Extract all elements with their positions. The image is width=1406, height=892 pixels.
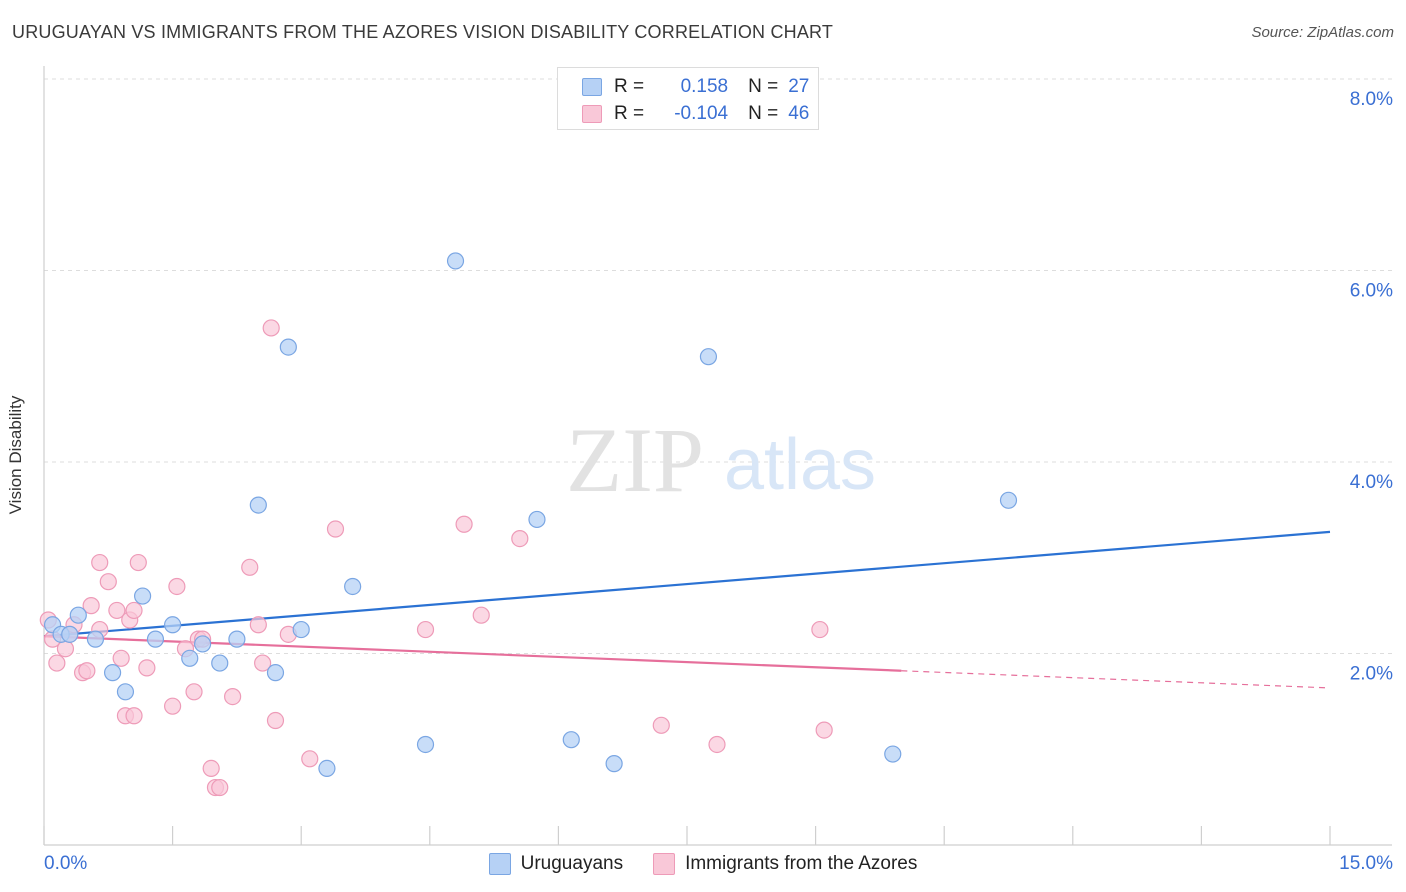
stats-row-azores: R = -0.104 N = 46 (582, 101, 809, 127)
point-azores (108, 601, 126, 620)
point-azores (129, 553, 147, 572)
stats-row-uruguayans: R = 0.158 N = 27 (582, 74, 809, 100)
point-azores (99, 573, 117, 591)
r-value: -0.104 (674, 103, 729, 124)
point-azores (48, 654, 66, 672)
r-label: R = (614, 103, 645, 124)
source-label: Source: ZipAtlas.com (1251, 24, 1394, 41)
point-uruguayans (605, 755, 623, 773)
n-label: N = (748, 76, 779, 97)
point-uruguayans (164, 616, 182, 634)
point-azores (224, 687, 242, 706)
point-azores (125, 601, 143, 620)
point-azores (262, 319, 280, 337)
chart-title: URUGUAYAN VS IMMIGRANTS FROM THE AZORES … (12, 22, 834, 42)
y-tick-label: 8.0% (1350, 89, 1393, 110)
point-uruguayans (446, 252, 465, 270)
point-azores (254, 654, 272, 672)
trend-lines (43, 530, 1331, 689)
point-azores (416, 620, 435, 639)
point-uruguayans (999, 491, 1018, 509)
point-uruguayans (61, 625, 79, 643)
x-tick-label: 0.0% (44, 853, 87, 874)
point-azores (455, 515, 473, 533)
point-azores (164, 697, 182, 715)
point-uruguayans (292, 620, 310, 639)
point-uruguayans (86, 630, 105, 648)
n-label: N = (748, 103, 779, 124)
point-uruguayans (146, 630, 165, 648)
point-azores (811, 620, 829, 639)
correlation-stats-box: R = 0.158 N = 27 R = -0.104 N = 46 (557, 67, 819, 130)
point-azores (249, 616, 267, 634)
legend-item-uruguayans[interactable]: Uruguayans (488, 853, 624, 875)
point-azores (708, 735, 726, 754)
point-uruguayans (318, 759, 336, 778)
point-azores (78, 662, 96, 680)
point-uruguayans (266, 664, 285, 682)
x-tick-label: 15.0% (1339, 853, 1393, 874)
y-tick-label: 4.0% (1350, 472, 1393, 493)
point-uruguayans (211, 654, 229, 672)
point-uruguayans (528, 510, 546, 529)
point-azores (56, 640, 75, 658)
watermark-atlas: atlas (724, 425, 876, 505)
point-azores (125, 707, 143, 725)
point-uruguayans (69, 606, 87, 624)
point-azores (168, 577, 186, 596)
point-azores (91, 553, 109, 572)
point-uruguayans (562, 731, 580, 749)
point-azores (301, 750, 319, 768)
point-azores (266, 711, 285, 730)
gridlines (44, 78, 1392, 654)
n-value: 27 (788, 76, 810, 97)
trend-line-azores-extension (901, 670, 1331, 689)
trend-line-uruguayans (43, 530, 1331, 638)
point-azores (472, 606, 490, 624)
point-azores (138, 659, 156, 677)
point-azores (211, 778, 229, 797)
y-tick-label: 6.0% (1350, 281, 1393, 302)
watermark: ZIP atlas (566, 409, 876, 511)
point-azores (652, 716, 670, 734)
axes (43, 66, 1392, 846)
point-azores (82, 597, 100, 615)
point-azores (326, 520, 345, 538)
point-azores (241, 558, 259, 576)
r-label: R = (614, 76, 645, 97)
point-uruguayans (181, 649, 199, 667)
r-value: 0.158 (680, 76, 729, 97)
point-azores (185, 683, 203, 701)
point-uruguayans (228, 630, 246, 648)
point-uruguayans (133, 587, 152, 605)
point-uruguayans (279, 338, 297, 356)
legend-label-azores: Immigrants from the Azores (685, 853, 918, 874)
uruguayans-swatch (582, 78, 602, 96)
legend-swatch-pink (653, 853, 676, 875)
tick-labels: 2.0% 4.0% 6.0% 8.0% 0.0% 15.0% (44, 89, 1393, 874)
data-points (39, 252, 1018, 797)
point-uruguayans (194, 635, 212, 653)
point-uruguayans (344, 577, 362, 596)
point-azores (202, 759, 220, 778)
point-uruguayans (116, 683, 135, 701)
point-azores (511, 529, 529, 548)
n-value: 46 (788, 103, 810, 124)
watermark-zip: ZIP (566, 409, 704, 511)
y-axis-label: Vision Disability (6, 395, 25, 515)
y-tick-label: 2.0% (1350, 664, 1393, 685)
point-uruguayans (103, 664, 122, 682)
legend: Uruguayans Immigrants from the Azores (0, 852, 1406, 876)
point-uruguayans (416, 735, 435, 754)
legend-label-uruguayans: Uruguayans (520, 853, 624, 874)
azores-swatch (582, 105, 602, 123)
point-uruguayans (699, 348, 718, 366)
point-azores (815, 721, 833, 739)
legend-item-azores[interactable]: Immigrants from the Azores (653, 853, 917, 875)
point-uruguayans (249, 496, 267, 514)
legend-swatch-blue (488, 853, 511, 875)
point-uruguayans (884, 745, 902, 763)
point-azores (112, 649, 130, 667)
